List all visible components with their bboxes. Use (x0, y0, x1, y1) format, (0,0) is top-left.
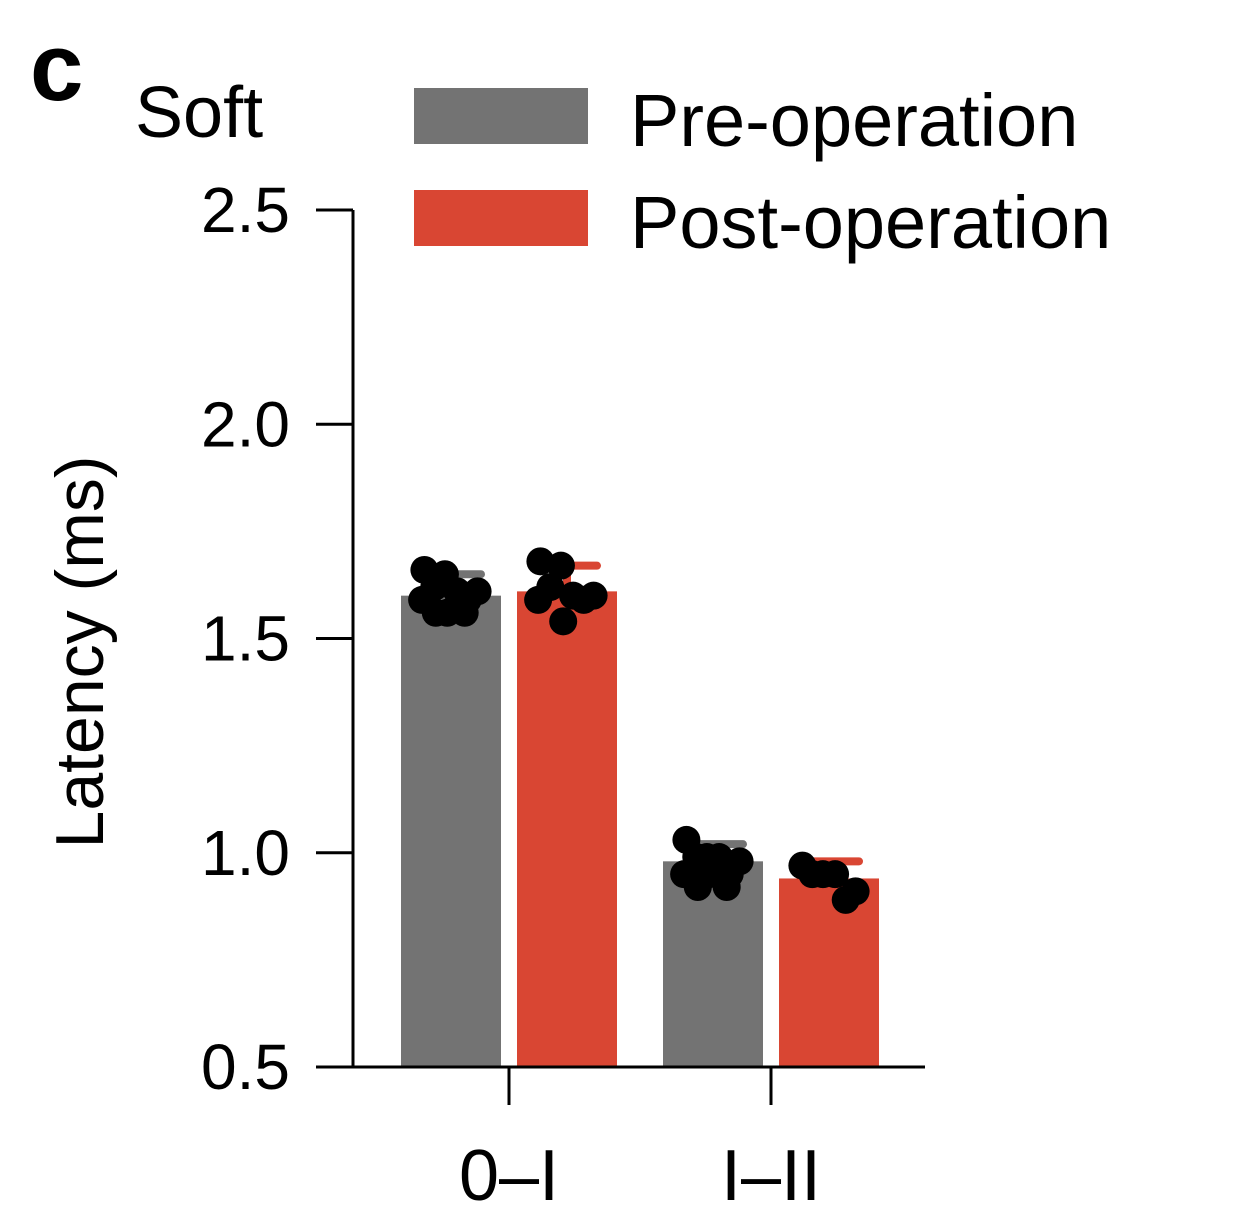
data-point-0-1-8 (712, 873, 741, 902)
y-tick-label-0: 0.5 (201, 1031, 290, 1103)
legend-label-0: Pre-operation (630, 79, 1078, 162)
bar-0-0 (401, 595, 501, 1067)
data-point-1-1-5 (831, 885, 860, 914)
y-tick-label-3: 2.0 (201, 388, 290, 460)
y-tick-label-1: 1.0 (201, 817, 290, 889)
data-point-0-0-9 (421, 598, 450, 627)
legend-swatch-0 (414, 88, 588, 144)
x-tick-label-1: I–II (721, 1136, 821, 1216)
data-point-0-0-8 (450, 598, 479, 627)
data-point-0-1-9 (683, 873, 712, 902)
y-tick-label-4: 2.5 (201, 174, 290, 246)
x-tick-label-0: 0–I (459, 1136, 559, 1216)
data-point-1-0-6 (524, 585, 553, 614)
data-point-1-1-2 (798, 860, 827, 889)
data-point-1-1-3 (821, 860, 850, 889)
panel-letter: c (30, 14, 83, 121)
plot-area: 0.5 1.0 1.5 2.0 2.5 0–I I–II (201, 174, 925, 1216)
data-point-1-0-7 (549, 607, 578, 636)
legend-label-1: Post-operation (630, 181, 1111, 264)
y-axis-label: Latency (ms) (42, 456, 118, 849)
data-point-1-0-5 (569, 585, 598, 614)
bar-1-1 (779, 878, 879, 1067)
legend: Pre-operation Post-operation (414, 79, 1111, 264)
y-tick-label-2: 1.5 (201, 603, 290, 675)
bar-1-0 (517, 591, 617, 1067)
bar-0-1 (663, 861, 763, 1067)
chart-title: Soft (135, 73, 263, 153)
data-point-1-0-1 (546, 551, 575, 580)
legend-swatch-1 (414, 190, 588, 246)
